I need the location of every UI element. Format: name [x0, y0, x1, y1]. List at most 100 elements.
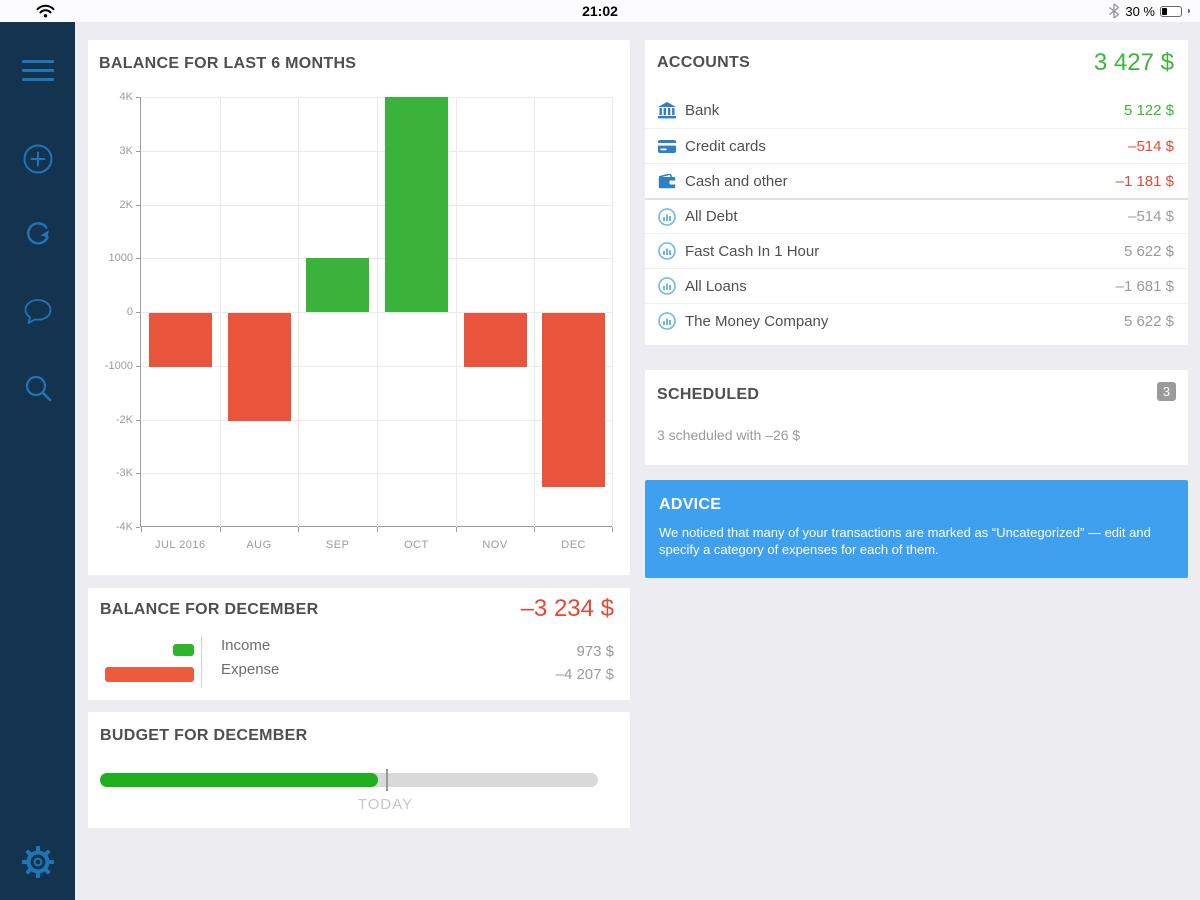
chart-circle-icon: [657, 242, 677, 260]
chart-circle-icon: [657, 312, 677, 330]
battery-tip: [1188, 9, 1190, 13]
x-axis-month-label: AUG: [246, 539, 272, 551]
account-row-all-loans[interactable]: All Loans –1 681 $: [645, 268, 1188, 303]
bluetooth-icon: [1108, 3, 1120, 19]
search-icon[interactable]: [0, 360, 75, 416]
account-row-all-debt[interactable]: All Debt –514 $: [645, 198, 1188, 233]
wallet-icon: [657, 172, 677, 190]
account-value: 5 622 $: [1123, 312, 1174, 330]
account-value: –1 681 $: [1115, 277, 1174, 295]
battery-icon: [1160, 5, 1182, 17]
gridline-v: [455, 97, 457, 527]
gridline-v: [219, 97, 221, 527]
balance-6-months-card: BALANCE FOR LAST 6 MONTHS 4K 3K 2K 1000 0 -10…: [88, 40, 630, 598]
gridline-v: [298, 97, 300, 527]
today-marker: [385, 769, 388, 791]
account-row-money-company[interactable]: The Money Company 5 622 $: [645, 303, 1188, 338]
account-value: –1 181 $: [1115, 172, 1174, 190]
y-axis-tick-label: -3K: [115, 467, 133, 480]
today-label: TODAY: [357, 796, 414, 813]
y-axis-tick: [136, 419, 140, 421]
advice-text: We noticed that many of your transaction…: [659, 525, 1151, 557]
account-row-fast-cash[interactable]: Fast Cash In 1 Hour 5 622 $: [645, 233, 1188, 268]
budget-title: BUDGET FOR DECEMBER: [100, 727, 308, 744]
y-axis-tick-label: 0: [126, 306, 133, 318]
y-axis-tick: [136, 258, 140, 260]
advice-title: ADVICE: [659, 496, 722, 513]
expense-value: –4 207 $: [555, 666, 614, 683]
budget-progress-track: [100, 769, 598, 791]
income-mini-bar: [173, 644, 194, 656]
status-indicators: 30 %: [1108, 3, 1190, 19]
account-value: 5 622 $: [1123, 242, 1174, 260]
y-axis-tick-label: 4K: [119, 91, 133, 103]
credit-card-icon: [657, 137, 677, 155]
chart-bar: [542, 313, 606, 487]
accounts-total-value: 3 427 $: [1093, 49, 1174, 76]
x-axis-tick: [141, 527, 142, 532]
chart-bar: [384, 97, 448, 312]
hamburger-menu-icon[interactable]: [0, 42, 75, 98]
chart-circle-icon: [657, 277, 677, 295]
sidebar: [0, 22, 75, 900]
balance-total-value: –3 234 $: [520, 595, 614, 622]
x-axis-month-label: OCT: [403, 539, 429, 551]
account-row-cash[interactable]: Cash and other –1 181 $: [645, 163, 1188, 198]
chart-circle-icon: [657, 207, 677, 226]
wifi-icon: [36, 4, 55, 18]
budget-progress-fill: [100, 773, 378, 787]
chat-bubble-icon[interactable]: [0, 284, 75, 340]
gridline-v: [534, 97, 536, 527]
y-axis-tick-label: 3K: [119, 144, 133, 157]
bar-chart-plot: 4K 3K 2K 1000 0 -1000 -2K -3K -4K JUL 2016 AUG SEP O…: [105, 91, 613, 551]
balance-title: BALANCE FOR DECEMBER: [100, 601, 319, 618]
account-value: –514 $: [1128, 208, 1174, 225]
x-axis-month-label: DEC: [561, 539, 587, 551]
income-value: 973 $: [576, 643, 614, 660]
status-bar: 21:02 30 %: [0, 0, 1200, 22]
y-axis-tick-label: -2K: [115, 413, 133, 426]
y-axis-tick: [136, 365, 140, 367]
chart-title: BALANCE FOR LAST 6 MONTHS: [99, 55, 357, 72]
x-axis-tick: [298, 527, 300, 532]
x-axis-tick: [377, 527, 378, 532]
x-axis-month-label: JUL 2016: [154, 539, 206, 551]
x-axis-month-label: SEP: [325, 539, 350, 551]
balance-december-card: BALANCE FOR DECEMBER –3 234 $ Income Exp…: [88, 588, 630, 700]
y-axis-tick: [136, 204, 140, 206]
account-row-bank[interactable]: Bank 5 122 $: [645, 93, 1188, 128]
scheduled-count-badge: 3: [1157, 382, 1176, 401]
battery-percent-label: 30 %: [1125, 3, 1155, 19]
y-axis-tick: [136, 473, 140, 475]
x-axis-month-label: NOV: [482, 539, 508, 551]
account-value: –514 $: [1128, 137, 1174, 155]
chart-bar: [306, 258, 370, 312]
account-row-credit-cards[interactable]: Credit cards –514 $: [645, 128, 1188, 163]
expense-label: Expense: [221, 661, 280, 678]
y-axis-tick-label: -1000: [104, 359, 133, 372]
y-axis-tick: [136, 150, 140, 152]
settings-gear-icon[interactable]: [0, 834, 75, 890]
legend-divider: [201, 636, 202, 688]
income-label: Income: [221, 637, 271, 654]
expense-mini-bar: [105, 667, 194, 682]
y-axis-tick: [136, 312, 140, 313]
gridline-v: [612, 97, 613, 527]
add-circle-icon[interactable]: [0, 131, 75, 187]
accounts-card: ACCOUNTS 3 427 $ Bank 5 122 $: [645, 40, 1188, 345]
x-axis-tick: [219, 527, 221, 532]
bank-icon: [657, 102, 677, 120]
scheduled-summary: 3 scheduled with –26 $: [657, 427, 801, 443]
sync-icon[interactable]: [0, 207, 75, 263]
advice-card[interactable]: ADVICE We noticed that many of your tran…: [645, 480, 1188, 578]
x-axis-tick: [612, 527, 613, 532]
account-value: 5 122 $: [1123, 102, 1174, 119]
y-axis-tick: [136, 527, 140, 528]
status-clock: 21:02: [582, 3, 618, 19]
x-axis-tick: [455, 527, 457, 532]
scheduled-card[interactable]: SCHEDULED 3 3 scheduled with –26 $: [645, 370, 1188, 465]
y-axis-tick-label: 1000: [108, 252, 133, 265]
budget-december-card: BUDGET FOR DECEMBER TODAY: [88, 712, 630, 828]
accounts-list: Bank 5 122 $ Credit cards –514 $: [645, 93, 1188, 338]
